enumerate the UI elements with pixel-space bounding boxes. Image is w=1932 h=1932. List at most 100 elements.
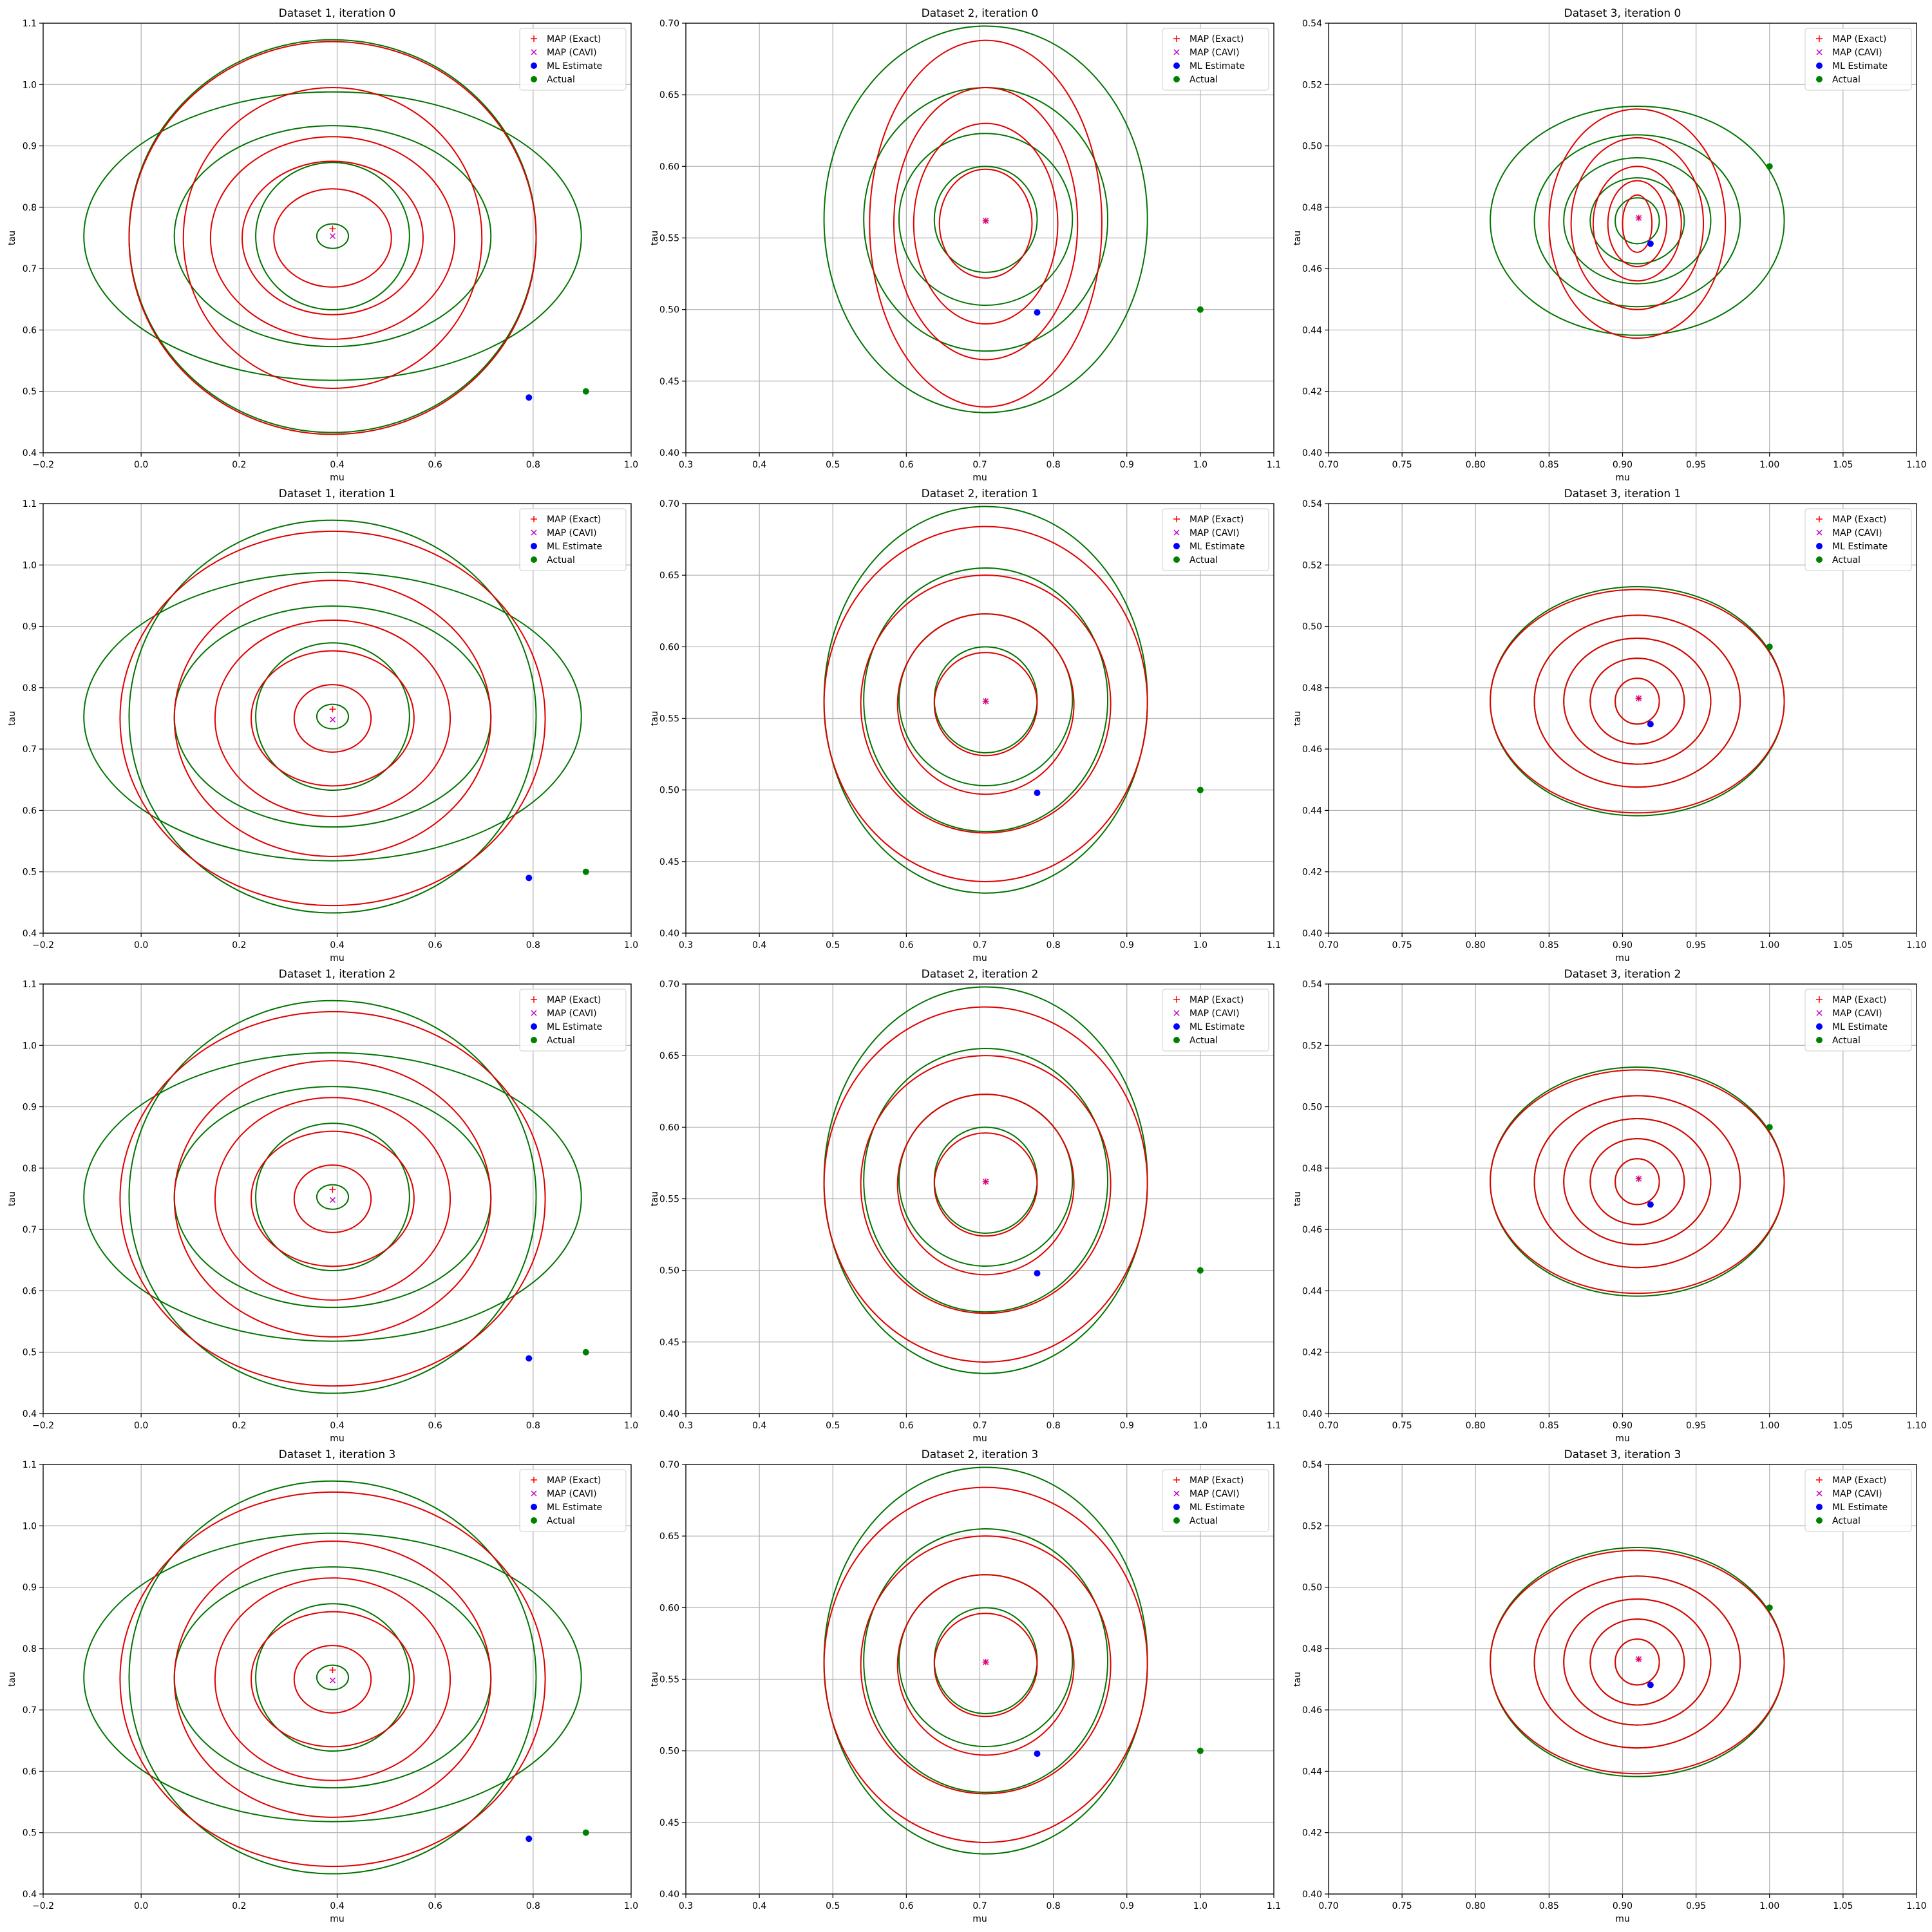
x-axis-label: mu (1615, 953, 1630, 963)
x-tick-label: 0.4 (330, 1901, 344, 1911)
cavi-contour (173, 125, 492, 348)
y-tick-label: 0.6 (23, 1766, 37, 1777)
legend-box (519, 28, 627, 91)
y-tick-label: 0.40 (1302, 448, 1322, 459)
legend-label: ML Estimate (1189, 542, 1245, 552)
subplot: 0.3 0.4 0.5 0.6 0.7 0.8 0.9 1.0 1.1 0.40 0.45 0.50 0… (650, 968, 1281, 1444)
actual-marker (582, 868, 589, 875)
cavi-contour (128, 1480, 537, 1875)
y-tick-label: 0.8 (23, 203, 37, 213)
y-axis-label: tau (650, 1672, 660, 1687)
subplot: 0.70 0.75 0.80 0.85 0.90 0.95 1.00 1.05 1.10 0.40… (1293, 488, 1927, 963)
chart-title: Dataset 3, iteration 0 (1564, 7, 1681, 20)
cavi-contour (1490, 105, 1785, 336)
legend-map-cavi-marker (531, 1490, 537, 1497)
legend-label: MAP (Exact) (547, 515, 601, 525)
legend-map-exact-marker (531, 35, 537, 42)
map-cavi-marker (983, 1179, 989, 1185)
legend-label: MAP (CAVI) (1189, 1009, 1240, 1019)
cavi-contour (316, 1184, 350, 1210)
plot-frame (1328, 503, 1917, 934)
map-cavi-marker (329, 233, 336, 240)
exact-contour (860, 574, 1112, 834)
legend-box (1162, 989, 1269, 1052)
x-tick-label: 1.00 (1759, 460, 1779, 470)
legend-ml-estimate-marker (531, 543, 537, 549)
legend-map-cavi-marker (531, 49, 537, 55)
x-tick-label: −0.2 (32, 1901, 54, 1911)
legend-actual-marker (1173, 76, 1180, 82)
x-tick-label: 0.7 (972, 1901, 987, 1911)
legend-map-exact-marker (1173, 516, 1180, 522)
x-axis-label: mu (330, 953, 345, 963)
cavi-contour (255, 1603, 410, 1752)
x-tick-label: 0.5 (826, 1901, 840, 1911)
subplot: 0.70 0.75 0.80 0.85 0.90 0.95 1.00 1.05 1.10 0.40… (1293, 968, 1927, 1444)
subplot: 0.70 0.75 0.80 0.85 0.90 0.95 1.00 1.05 1.10 0.40… (1293, 7, 1927, 483)
legend-label: Actual (1832, 75, 1861, 85)
y-tick-label: 0.40 (659, 1409, 679, 1419)
y-tick-label: 0.60 (659, 1122, 679, 1133)
x-tick-label: 0.0 (134, 460, 148, 470)
y-axis-label: tau (1293, 1191, 1303, 1206)
actual-marker (582, 1349, 589, 1356)
y-tick-label: 0.44 (1302, 1286, 1322, 1296)
legend-label: Actual (547, 555, 575, 565)
exact-contour (293, 684, 372, 753)
exact-contour (214, 620, 451, 817)
exact-contour (242, 160, 424, 316)
plot-frame (685, 1464, 1274, 1895)
y-tick-label: 0.52 (1302, 1041, 1322, 1051)
legend-actual-marker (1816, 76, 1823, 82)
x-tick-label: 0.6 (428, 1901, 442, 1911)
legend-label: Actual (1189, 75, 1218, 85)
exact-contour (893, 87, 1079, 361)
y-tick-label: 1.0 (23, 560, 37, 571)
exact-contour (896, 1574, 1075, 1756)
legend-map-exact-marker (1173, 1477, 1180, 1483)
exact-contour (913, 122, 1059, 325)
y-tick-label: 0.60 (659, 642, 679, 652)
chart-title: Dataset 2, iteration 1 (922, 488, 1039, 500)
cavi-contour (128, 519, 537, 914)
y-tick-label: 0.52 (1302, 560, 1322, 571)
x-tick-label: 0.8 (526, 460, 540, 470)
exact-contour (1592, 166, 1682, 282)
legend: MAP (Exact) MAP (CAVI) ML Estimate Actual (1162, 1469, 1269, 1532)
exact-contour (860, 1535, 1112, 1795)
contour-layer (823, 25, 1148, 413)
x-tick-label: 0.5 (826, 460, 840, 470)
y-tick-label: 0.65 (659, 90, 679, 100)
exact-contour (933, 1132, 1038, 1237)
x-tick-label: 1.0 (1193, 460, 1208, 470)
map-cavi-marker (1636, 214, 1642, 221)
legend-ml-estimate-marker (531, 1023, 537, 1030)
legend-actual-marker (1173, 1037, 1180, 1043)
y-tick-label: 0.9 (23, 1583, 37, 1593)
chart-title: Dataset 2, iteration 0 (922, 7, 1039, 20)
legend-label: Actual (547, 75, 575, 85)
contour-layer (83, 999, 582, 1394)
y-tick-label: 0.46 (1302, 1705, 1322, 1716)
legend-actual-marker (531, 1037, 537, 1043)
legend-ml-estimate-marker (1816, 1023, 1823, 1030)
map-cavi-marker (329, 1677, 336, 1683)
legend-map-exact-marker (1173, 35, 1180, 42)
cavi-contour (823, 25, 1148, 413)
y-tick-label: 1.1 (23, 499, 37, 509)
ml-estimate-marker (1034, 790, 1041, 797)
x-tick-label: 0.70 (1318, 940, 1338, 951)
y-axis-label: tau (650, 1191, 660, 1206)
y-tick-label: 0.48 (1302, 203, 1322, 213)
exact-contour (1570, 137, 1705, 310)
x-tick-label: 0.3 (679, 460, 693, 470)
y-tick-label: 0.65 (659, 1051, 679, 1061)
x-tick-label: −0.2 (32, 1421, 54, 1431)
x-tick-label: 1.05 (1833, 940, 1853, 951)
legend: MAP (Exact) MAP (CAVI) ML Estimate Actual (519, 508, 627, 571)
chart-title: Dataset 3, iteration 1 (1564, 488, 1681, 500)
exact-contour (1533, 1095, 1741, 1269)
legend-label: MAP (Exact) (1189, 34, 1244, 44)
x-tick-label: 0.6 (428, 940, 442, 951)
exact-contour (1615, 1158, 1660, 1206)
